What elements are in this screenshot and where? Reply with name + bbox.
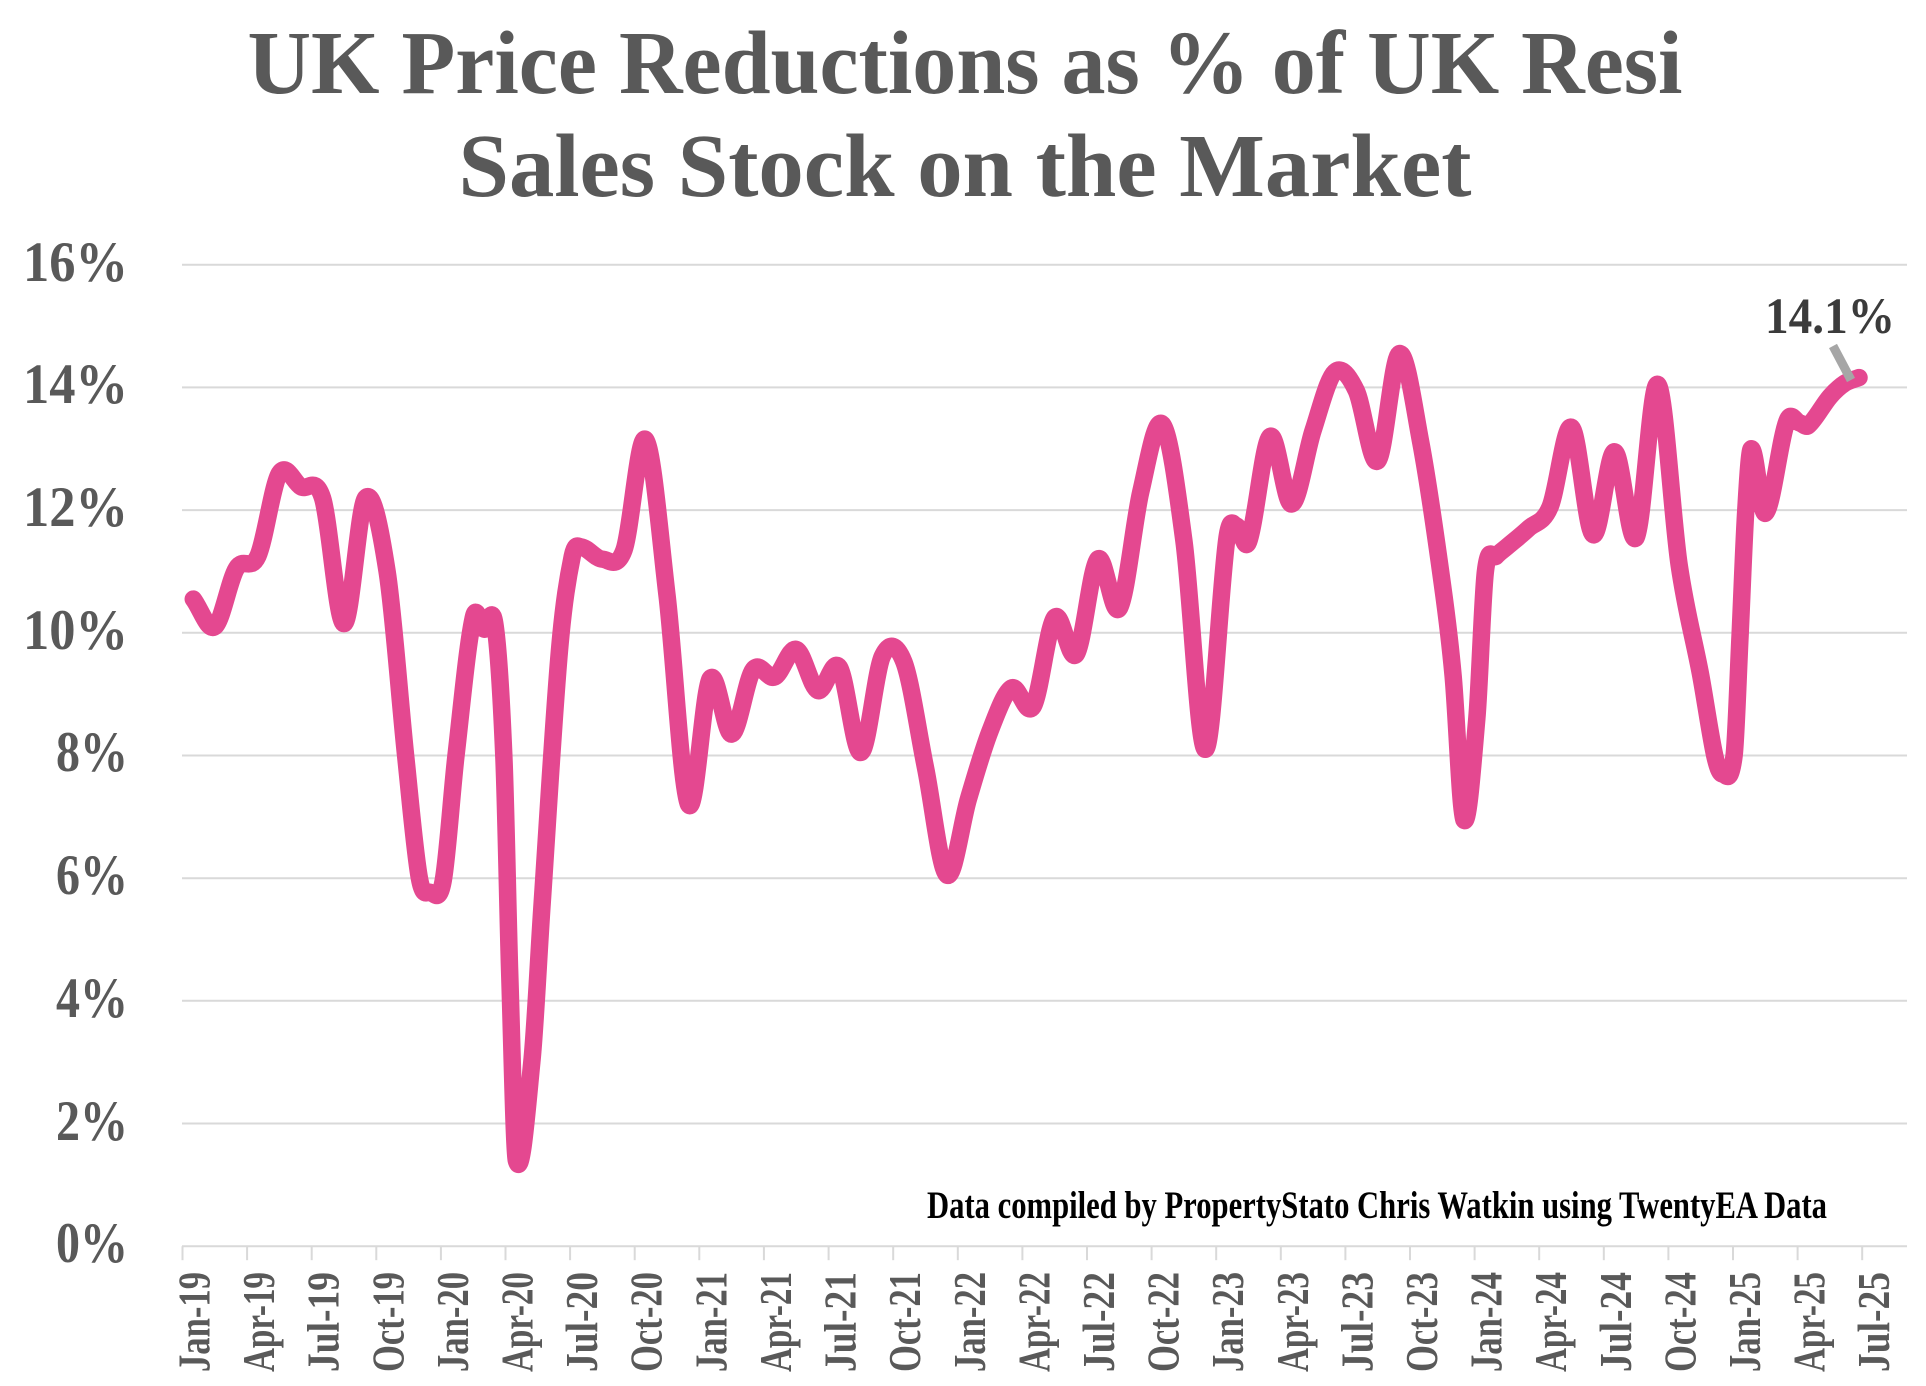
svg-text:Jul-23: Jul-23 xyxy=(1332,1272,1382,1372)
svg-text:Jul-19: Jul-19 xyxy=(299,1272,349,1372)
svg-text:0%: 0% xyxy=(56,1212,128,1275)
svg-text:Jan-24: Jan-24 xyxy=(1462,1272,1512,1372)
svg-text:8%: 8% xyxy=(56,721,128,784)
svg-text:Apr-23: Apr-23 xyxy=(1268,1272,1318,1372)
svg-text:Oct-21: Oct-21 xyxy=(880,1272,930,1372)
svg-text:10%: 10% xyxy=(23,599,128,662)
svg-text:Data compiled by PropertyStato: Data compiled by PropertyStato Chris Wat… xyxy=(927,1184,1827,1227)
svg-text:6%: 6% xyxy=(56,844,128,907)
svg-text:Apr-25: Apr-25 xyxy=(1785,1272,1835,1372)
svg-text:Apr-20: Apr-20 xyxy=(493,1272,543,1372)
svg-text:Oct-24: Oct-24 xyxy=(1655,1272,1705,1372)
svg-text:16%: 16% xyxy=(23,231,128,294)
svg-text:Oct-22: Oct-22 xyxy=(1139,1272,1189,1372)
svg-text:Oct-19: Oct-19 xyxy=(363,1272,413,1372)
svg-text:Jan-22: Jan-22 xyxy=(945,1272,995,1372)
svg-text:Jul-21: Jul-21 xyxy=(816,1272,866,1372)
svg-text:Jan-21: Jan-21 xyxy=(686,1272,736,1372)
svg-text:UK Price Reductions as % of UK: UK Price Reductions as % of UK Resi xyxy=(248,14,1683,113)
svg-text:Jul-24: Jul-24 xyxy=(1591,1272,1641,1372)
svg-text:Sales Stock on the Market: Sales Stock on the Market xyxy=(459,117,1472,216)
svg-text:Jan-20: Jan-20 xyxy=(428,1272,478,1372)
svg-text:4%: 4% xyxy=(56,967,128,1030)
svg-text:Jul-25: Jul-25 xyxy=(1849,1272,1899,1372)
svg-text:Jul-20: Jul-20 xyxy=(557,1272,607,1372)
svg-text:Jan-19: Jan-19 xyxy=(170,1272,220,1372)
svg-text:2%: 2% xyxy=(56,1090,128,1153)
svg-text:12%: 12% xyxy=(23,476,128,539)
svg-text:14%: 14% xyxy=(23,353,128,416)
svg-text:Jan-23: Jan-23 xyxy=(1203,1272,1253,1372)
svg-text:Oct-23: Oct-23 xyxy=(1397,1272,1447,1372)
svg-text:Apr-22: Apr-22 xyxy=(1009,1272,1059,1372)
svg-text:Oct-20: Oct-20 xyxy=(622,1272,672,1372)
svg-text:Jul-22: Jul-22 xyxy=(1074,1272,1124,1372)
svg-text:Apr-21: Apr-21 xyxy=(751,1272,801,1372)
svg-text:Jan-25: Jan-25 xyxy=(1720,1272,1770,1372)
svg-text:Apr-19: Apr-19 xyxy=(234,1272,284,1372)
svg-text:Apr-24: Apr-24 xyxy=(1526,1272,1576,1372)
svg-text:14.1%: 14.1% xyxy=(1765,289,1895,345)
